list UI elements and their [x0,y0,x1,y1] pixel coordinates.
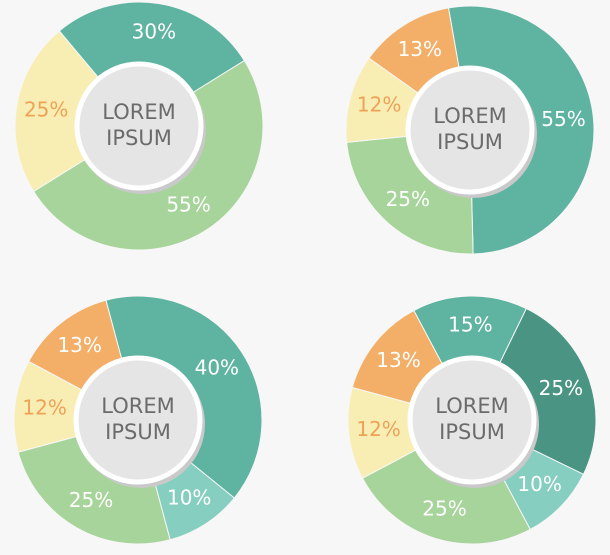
center-label: IPSUM [437,130,503,154]
center-disc [74,61,204,191]
slice-label: 15% [448,313,492,337]
center-label: LOREM [433,104,506,128]
slice-label: 12% [22,396,66,420]
slice-label: 10% [167,485,211,509]
slice-label: 30% [132,20,176,44]
slice-label: 25% [69,488,113,512]
slice-label: 25% [24,98,68,122]
center-label: IPSUM [105,420,171,444]
slice-label: 12% [356,417,400,441]
slice-label: 12% [357,92,401,116]
center-label: LOREM [101,394,174,418]
center-disc [405,65,535,195]
slice-label: 13% [398,37,442,61]
slice-label: 55% [541,107,585,131]
slice-label: 13% [376,348,420,372]
slice-label: 25% [539,376,583,400]
center-label: IPSUM [106,126,172,150]
slice-label: 25% [422,496,466,520]
center-label: LOREM [435,394,508,418]
slice-label: 25% [386,187,430,211]
center-disc [407,355,537,485]
slice-label: 13% [57,333,101,357]
slice-label: 55% [166,192,210,216]
center-label: LOREM [102,100,175,124]
slice-label: 40% [195,355,239,379]
slice-label: 10% [517,472,561,496]
center-label: IPSUM [439,420,505,444]
center-disc [73,355,203,485]
